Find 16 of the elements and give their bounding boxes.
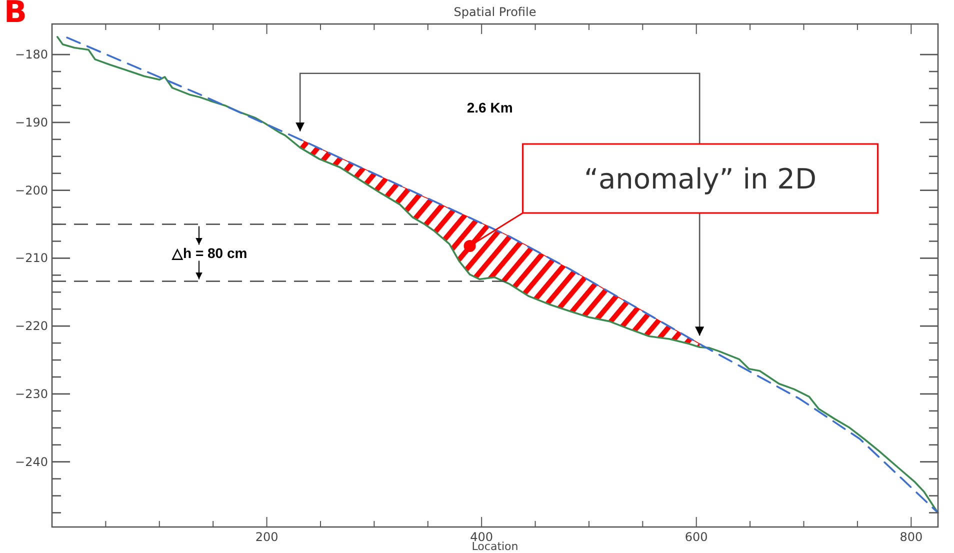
text: B	[4, 0, 27, 30]
x-tick-label: 600	[684, 530, 708, 544]
x-tick-label: 200	[255, 530, 278, 544]
y-tick-label: −200	[15, 183, 48, 198]
y-tick-label: −190	[15, 115, 48, 130]
annotation: 2.6 Km	[466, 99, 513, 116]
y-tick-label: −220	[15, 319, 48, 334]
y-tick-label: −230	[15, 386, 48, 401]
x-axis-title: Location	[472, 540, 518, 553]
annotation: “anomaly” in 2D	[584, 162, 817, 196]
y-tick-label: −210	[15, 251, 48, 266]
y-tick-label: −180	[15, 48, 48, 62]
y-tick-label: −240	[15, 454, 48, 469]
x-tick-label: 800	[900, 530, 923, 544]
chart-title: Spatial Profile	[454, 5, 536, 19]
annotation: △h = 80 cm	[171, 244, 248, 261]
